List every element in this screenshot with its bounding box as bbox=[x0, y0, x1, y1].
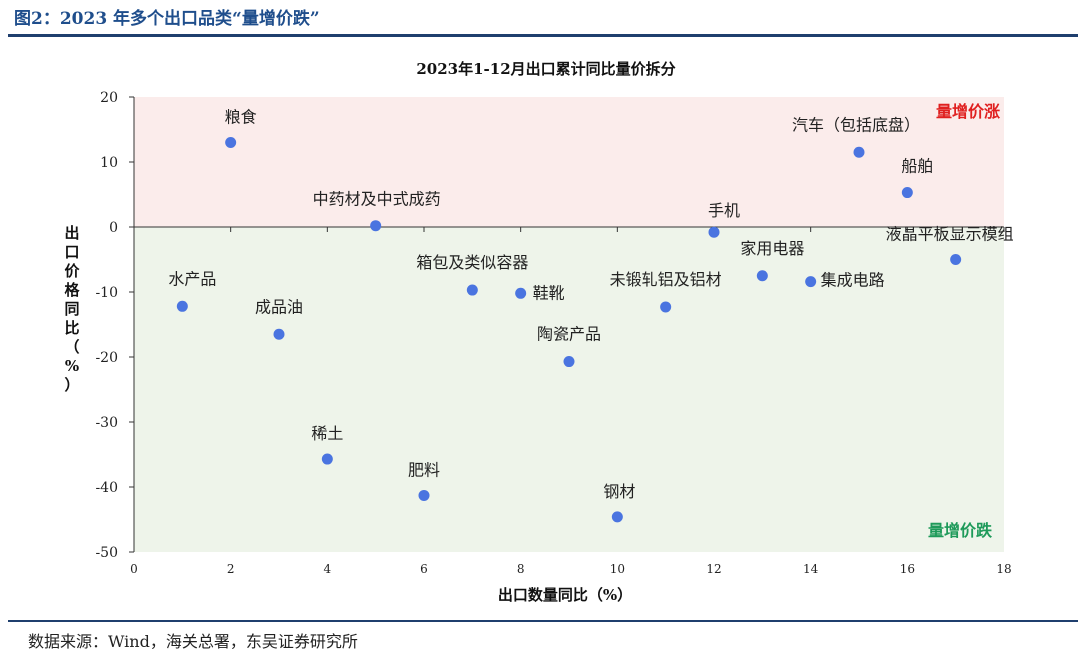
point-3 bbox=[853, 146, 865, 158]
y-tick-label: -30 bbox=[95, 415, 118, 431]
point-14 bbox=[321, 453, 333, 465]
point-label-3: 汽车（包括底盘） bbox=[792, 115, 920, 134]
x-tick-label: 16 bbox=[900, 562, 915, 576]
point-label-16: 钢材 bbox=[603, 482, 635, 501]
x-tick-label: 18 bbox=[996, 562, 1011, 576]
y-tick-label: -50 bbox=[95, 545, 118, 561]
x-axis-label: 出口数量同比（%） bbox=[498, 586, 632, 604]
point-10 bbox=[660, 301, 672, 313]
axes: 20 10 0 -10 -20 -30 -40 -50 0 2 4 6 8 10 12 14 16 18 bbox=[95, 90, 1011, 576]
data-points bbox=[176, 137, 962, 523]
point-label-4: 船舶 bbox=[901, 157, 933, 176]
point-label-8: 箱包及类似容器 bbox=[416, 253, 528, 272]
x-tick-label: 10 bbox=[610, 562, 625, 576]
region-label-top: 量增价涨 bbox=[936, 102, 1000, 121]
point-12 bbox=[805, 276, 817, 288]
point-4 bbox=[901, 187, 913, 199]
y-tick-label: 20 bbox=[100, 90, 118, 106]
point-label-5: 液晶平板显示模组 bbox=[886, 225, 1014, 244]
point-15 bbox=[418, 489, 430, 501]
y-tick-label: -20 bbox=[95, 350, 118, 366]
figure-title: 图2：2023 年多个出口品类“量增价跌” bbox=[14, 9, 320, 29]
x-tick-label: 14 bbox=[803, 562, 819, 576]
point-label-15: 肥料 bbox=[408, 460, 440, 479]
y-tick-label: 10 bbox=[100, 155, 118, 171]
point-label-9: 鞋靴 bbox=[533, 283, 565, 302]
y-tick-label: -10 bbox=[95, 285, 118, 301]
source-note: 数据来源：Wind，海关总署，东吴证券研究所 bbox=[28, 632, 358, 651]
y-axis-label: 出口价格同比（%） bbox=[64, 224, 80, 394]
point-11 bbox=[756, 270, 768, 282]
point-7 bbox=[273, 328, 285, 340]
point-6 bbox=[176, 300, 188, 312]
point-label-2: 手机 bbox=[708, 201, 740, 220]
point-label-6: 水产品 bbox=[168, 269, 216, 288]
top-rule bbox=[8, 34, 1078, 37]
region-label-bottom: 量增价跌 bbox=[928, 521, 993, 540]
x-tick-label: 6 bbox=[420, 562, 428, 576]
y-tick-label: -40 bbox=[95, 480, 118, 496]
point-5 bbox=[950, 254, 962, 265]
x-tick-label: 4 bbox=[324, 562, 332, 576]
point-label-13: 陶瓷产品 bbox=[537, 325, 601, 344]
point-13 bbox=[563, 356, 575, 368]
point-2 bbox=[708, 226, 720, 238]
point-16 bbox=[611, 511, 623, 523]
point-0 bbox=[225, 137, 237, 148]
x-tick-label: 8 bbox=[517, 562, 525, 576]
point-label-1: 中药材及中式成药 bbox=[313, 190, 441, 209]
point-1 bbox=[370, 220, 382, 232]
chart-title: 2023年1-12月出口累计同比量价拆分 bbox=[416, 60, 675, 78]
point-label-11: 家用电器 bbox=[740, 239, 804, 258]
point-8 bbox=[466, 284, 478, 296]
x-tick-label: 2 bbox=[227, 562, 235, 576]
region-1 bbox=[134, 227, 1004, 552]
point-label-12: 集成电路 bbox=[821, 271, 885, 290]
region-0 bbox=[134, 97, 1004, 227]
x-tick-label: 12 bbox=[706, 562, 721, 576]
point-label-10: 未锻轧铝及铝材 bbox=[610, 270, 722, 289]
y-tick-label: 0 bbox=[109, 220, 118, 236]
x-tick-label: 0 bbox=[130, 562, 138, 576]
bottom-rule bbox=[8, 620, 1078, 622]
point-label-0: 粮食 bbox=[225, 108, 257, 127]
point-9 bbox=[515, 287, 527, 299]
point-label-14: 稀土 bbox=[311, 424, 343, 443]
point-label-7: 成品油 bbox=[255, 297, 303, 316]
